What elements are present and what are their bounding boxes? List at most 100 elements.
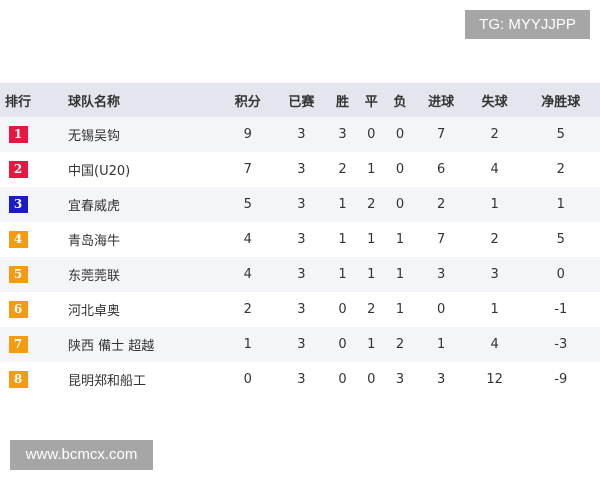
goal-diff-cell: -9 [521,362,600,397]
rank-badge: 3 [8,196,28,213]
goals-for-cell: 1 [414,327,468,362]
goals-against-cell: 3 [467,257,522,292]
rank-cell: 8 [0,362,36,397]
points-cell: 4 [221,222,275,257]
standings-table: 排行 球队名称 积分 已赛 胜 平 负 进球 失球 净胜球 1 无锡吴钩 9 3 3 0 0… [0,83,600,397]
rank-badge: 2 [8,161,28,178]
losses-cell: 2 [385,327,415,362]
team-name: 无锡吴钩 [36,117,221,152]
played-cell: 3 [274,327,329,362]
header-rank: 排行 [0,83,36,117]
goal-diff-cell: 1 [521,187,600,222]
header-goals-for: 进球 [414,83,468,117]
wins-cell: 0 [328,292,357,327]
draws-cell: 1 [356,152,386,187]
rank-cell: 3 [0,187,36,222]
goals-for-cell: 7 [414,222,468,257]
wins-cell: 0 [328,362,357,397]
table-row: 2 中国(U20) 7 3 2 1 0 6 4 2 [0,152,600,187]
goal-diff-cell: -1 [521,292,600,327]
losses-cell: 1 [385,222,415,257]
rank-cell: 2 [0,152,36,187]
wins-cell: 3 [328,117,357,152]
played-cell: 3 [274,257,329,292]
goal-diff-cell: -3 [521,327,600,362]
played-cell: 3 [274,117,329,152]
wins-cell: 1 [328,222,357,257]
played-cell: 3 [274,187,329,222]
rank-badge: 6 [8,301,28,318]
goals-against-cell: 2 [467,117,522,152]
table-row: 5 东莞莞联 4 3 1 1 1 3 3 0 [0,257,600,292]
team-name: 宜春威虎 [36,187,221,222]
watermark-bottom: www.bcmcx.com [10,440,153,470]
rank-badge: 7 [8,336,28,353]
team-name: 青岛海牛 [36,222,221,257]
table-header: 排行 球队名称 积分 已赛 胜 平 负 进球 失球 净胜球 [0,83,600,117]
losses-cell: 0 [385,152,415,187]
played-cell: 3 [274,152,329,187]
header-goal-diff: 净胜球 [521,83,600,117]
rank-badge: 5 [8,266,28,283]
wins-cell: 2 [328,152,357,187]
losses-cell: 0 [385,187,415,222]
header-played: 已赛 [274,83,329,117]
rank-badge: 8 [8,371,28,388]
table-row: 6 河北卓奥 2 3 0 2 1 0 1 -1 [0,292,600,327]
table-row: 3 宜春威虎 5 3 1 2 0 2 1 1 [0,187,600,222]
draws-cell: 2 [356,187,386,222]
points-cell: 4 [221,257,275,292]
draws-cell: 1 [356,222,386,257]
goal-diff-cell: 2 [521,152,600,187]
played-cell: 3 [274,222,329,257]
goals-for-cell: 0 [414,292,468,327]
rank-cell: 5 [0,257,36,292]
header-points: 积分 [221,83,275,117]
draws-cell: 0 [356,362,386,397]
table-row: 1 无锡吴钩 9 3 3 0 0 7 2 5 [0,117,600,152]
header-goals-against: 失球 [467,83,522,117]
header-wins: 胜 [328,83,357,117]
rank-badge: 4 [8,231,28,248]
team-name: 陕西 備士 超越 [36,327,221,362]
wins-cell: 0 [328,327,357,362]
wins-cell: 1 [328,187,357,222]
team-name: 河北卓奥 [36,292,221,327]
goals-against-cell: 4 [467,152,522,187]
goals-against-cell: 2 [467,222,522,257]
goal-diff-cell: 5 [521,222,600,257]
played-cell: 3 [274,292,329,327]
team-name: 中国(U20) [36,152,221,187]
draws-cell: 1 [356,257,386,292]
table-row: 7 陕西 備士 超越 1 3 0 1 2 1 4 -3 [0,327,600,362]
watermark-top: TG: MYYJJPP [465,10,590,39]
goals-against-cell: 4 [467,327,522,362]
goals-against-cell: 1 [467,187,522,222]
header-team: 球队名称 [36,83,221,117]
goals-for-cell: 2 [414,187,468,222]
played-cell: 3 [274,362,329,397]
header-draws: 平 [356,83,386,117]
losses-cell: 1 [385,257,415,292]
goals-against-cell: 1 [467,292,522,327]
draws-cell: 0 [356,117,386,152]
rank-cell: 1 [0,117,36,152]
wins-cell: 1 [328,257,357,292]
goals-for-cell: 3 [414,257,468,292]
goals-for-cell: 7 [414,117,468,152]
points-cell: 7 [221,152,275,187]
losses-cell: 3 [385,362,415,397]
table-row: 8 昆明郑和船工 0 3 0 0 3 3 12 -9 [0,362,600,397]
rank-badge: 1 [8,126,28,143]
team-name: 昆明郑和船工 [36,362,221,397]
header-losses: 负 [385,83,415,117]
goal-diff-cell: 5 [521,117,600,152]
points-cell: 2 [221,292,275,327]
rank-cell: 7 [0,327,36,362]
goals-for-cell: 3 [414,362,468,397]
rank-cell: 4 [0,222,36,257]
draws-cell: 2 [356,292,386,327]
draws-cell: 1 [356,327,386,362]
losses-cell: 0 [385,117,415,152]
points-cell: 0 [221,362,275,397]
